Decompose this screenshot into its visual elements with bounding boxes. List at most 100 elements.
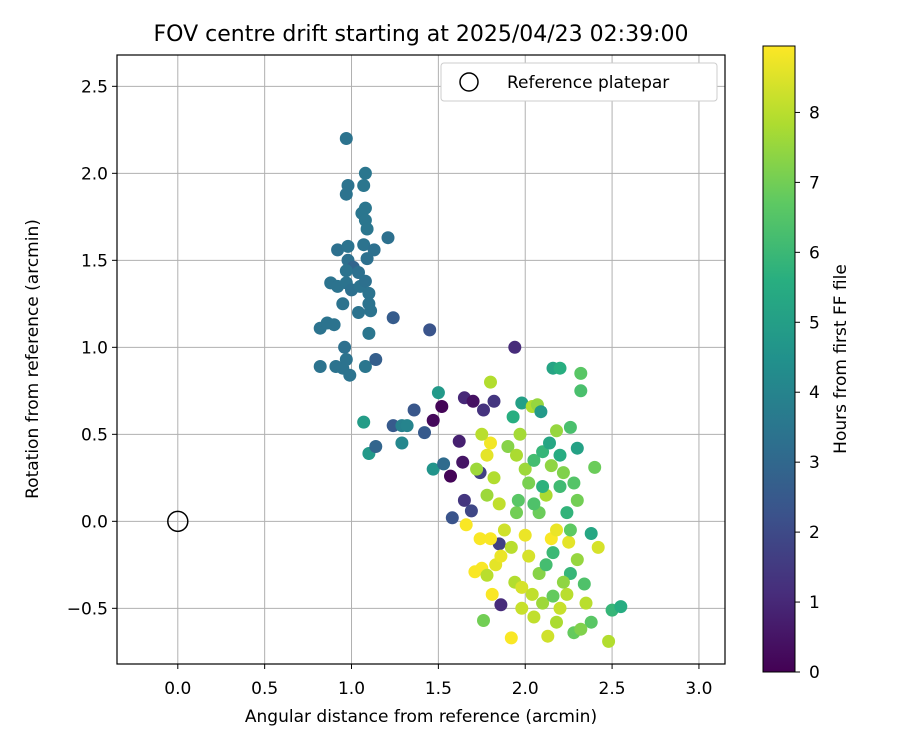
data-point	[426, 462, 440, 476]
data-point	[459, 518, 473, 532]
data-point	[577, 577, 591, 591]
data-point	[532, 567, 546, 580]
data-point	[574, 366, 588, 380]
plot-frame	[116, 54, 726, 665]
data-point	[546, 546, 560, 560]
y-axis-ticks: −0.5 0.0 0.5 1.0 1.5 2.0 2.5	[67, 77, 117, 619]
data-point	[515, 601, 529, 615]
colorbar-tick-label: 3	[809, 453, 820, 473]
data-point	[560, 506, 574, 520]
data-point	[504, 631, 518, 645]
x-tick-label: 1.5	[425, 679, 452, 699]
data-point	[536, 596, 550, 610]
data-point	[570, 493, 584, 507]
data-point	[338, 340, 352, 354]
y-tick-label: −0.5	[67, 599, 108, 619]
data-point	[527, 453, 541, 467]
data-point	[364, 304, 378, 318]
data-point	[452, 434, 466, 448]
legend-box	[440, 62, 718, 102]
data-point	[550, 615, 563, 629]
data-point	[341, 239, 355, 253]
data-point	[339, 353, 353, 366]
data-point	[513, 427, 527, 441]
data-point	[494, 549, 508, 563]
y-tick-label: 1.5	[81, 251, 108, 271]
data-point	[343, 368, 357, 382]
data-point	[539, 558, 553, 572]
data-point	[527, 610, 541, 624]
data-point	[327, 318, 341, 332]
data-point	[497, 523, 511, 537]
data-point	[386, 311, 400, 325]
data-point	[508, 340, 522, 354]
data-point	[536, 480, 550, 493]
data-point	[470, 462, 484, 476]
data-point	[546, 589, 560, 603]
data-point	[339, 132, 353, 145]
colorbar-tick-label: 6	[809, 243, 820, 263]
data-point	[579, 596, 593, 610]
data-point	[336, 297, 350, 311]
data-point	[484, 436, 497, 450]
data-point	[487, 394, 501, 408]
data-point	[522, 476, 536, 490]
data-point	[484, 375, 497, 389]
data-point	[553, 601, 567, 615]
data-point	[456, 455, 470, 469]
reference-layer	[167, 510, 189, 533]
data-point	[400, 419, 414, 433]
y-tick-label: 2.5	[81, 77, 108, 97]
data-point	[525, 587, 539, 601]
data-point	[553, 448, 567, 462]
data-point	[313, 360, 327, 373]
data-point	[562, 535, 576, 549]
data-point	[369, 440, 383, 453]
data-point	[357, 179, 371, 192]
data-point	[574, 384, 588, 398]
data-point	[480, 488, 494, 502]
data-point	[574, 622, 588, 636]
colorbar-tick-label: 0	[809, 663, 820, 683]
data-point	[560, 587, 574, 601]
data-point	[543, 436, 556, 450]
x-axis-ticks: 0.0 0.5 1.0 1.5 2.0 2.5 3.0	[164, 664, 712, 699]
data-point	[614, 600, 628, 614]
colorbar-label: Hours from first FF file	[831, 264, 851, 454]
data-point	[534, 405, 548, 419]
data-point	[395, 436, 409, 450]
data-point	[435, 400, 449, 413]
colorbar-ticks: 0 1 2 3 4 5 6 7 8	[795, 103, 820, 683]
x-tick-label: 2.5	[599, 679, 626, 699]
data-point	[570, 553, 584, 567]
data-point	[437, 457, 451, 471]
y-tick-label: 2.0	[81, 164, 108, 184]
x-tick-label: 0.0	[164, 679, 191, 699]
data-point	[518, 528, 532, 542]
data-point	[550, 424, 563, 438]
data-point	[504, 540, 518, 554]
data-point	[480, 448, 494, 462]
data-point	[484, 532, 497, 546]
data-point	[510, 506, 523, 520]
data-point	[506, 410, 520, 424]
data-point	[550, 523, 563, 537]
x-tick-label: 3.0	[685, 679, 712, 699]
data-point	[466, 394, 480, 408]
data-point	[367, 243, 381, 257]
data-point	[556, 575, 570, 589]
data-point	[501, 440, 515, 453]
data-point	[477, 614, 490, 627]
data-point	[358, 274, 372, 288]
colorbar-tick-label: 8	[809, 103, 820, 123]
data-point	[563, 567, 577, 580]
data-point	[426, 413, 440, 427]
legend-label: Reference platepar	[507, 73, 669, 93]
data-point	[527, 497, 541, 511]
y-axis-label: Rotation from reference (arcmin)	[23, 219, 43, 499]
x-tick-label: 2.0	[512, 679, 539, 699]
data-points	[313, 132, 628, 648]
colorbar-tick-label: 1	[809, 593, 820, 613]
data-point	[487, 471, 501, 485]
